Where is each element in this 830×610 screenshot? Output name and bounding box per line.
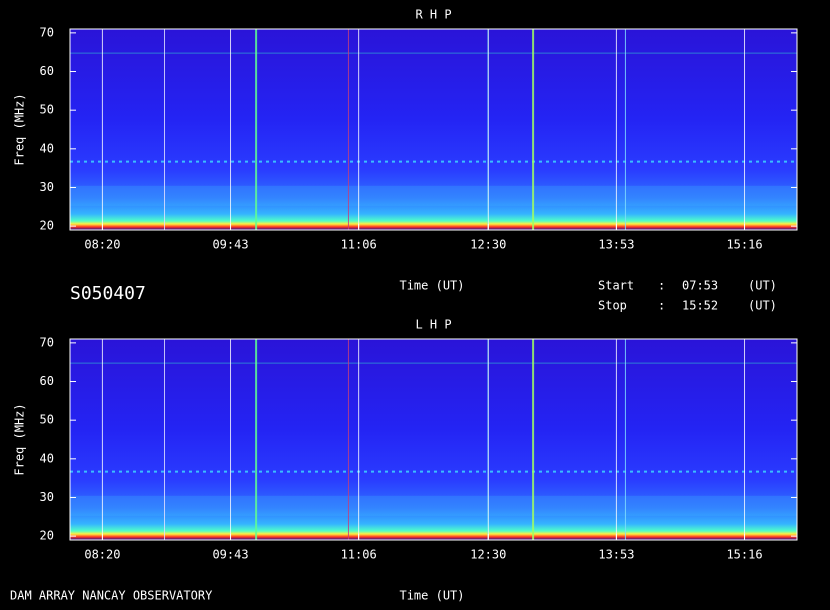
spectrogram-image xyxy=(70,339,797,540)
x-axis-label: Time (UT) xyxy=(399,589,464,603)
x-tick-label: 13:53 xyxy=(598,548,634,562)
x-tick-label: 11:06 xyxy=(341,238,377,252)
x-tick-label: 15:16 xyxy=(726,238,762,252)
y-tick-label: 70 xyxy=(40,335,54,349)
spectrogram-image xyxy=(70,29,797,230)
y-tick-label: 70 xyxy=(40,25,54,39)
stop-separator: : xyxy=(658,299,665,313)
footer: DAM ARRAY NANCAY OBSERVATORY xyxy=(10,589,213,603)
y-tick-label: 60 xyxy=(40,64,54,78)
stop-unit: (UT) xyxy=(748,299,777,313)
x-tick-label: 09:43 xyxy=(212,238,248,252)
y-tick-label: 60 xyxy=(40,374,54,388)
stop-time: 15:52 xyxy=(682,299,718,313)
x-tick-label: 13:53 xyxy=(598,238,634,252)
panel-title: R H P xyxy=(415,8,451,22)
x-axis-label: Time (UT) xyxy=(399,279,464,293)
y-tick-label: 20 xyxy=(40,529,54,543)
x-tick-label: 08:20 xyxy=(84,548,120,562)
x-tick-label: 11:06 xyxy=(341,548,377,562)
emission-band xyxy=(70,185,797,206)
x-tick-label: 15:16 xyxy=(726,548,762,562)
y-axis-label: Freq (MHz) xyxy=(13,403,27,475)
y-axis-label: Freq (MHz) xyxy=(13,93,27,165)
start-time: 07:53 xyxy=(682,279,718,293)
y-tick-label: 50 xyxy=(40,413,54,427)
observation-id: S050407 xyxy=(70,283,146,304)
plot-frame xyxy=(69,338,798,541)
y-tick-label: 20 xyxy=(40,219,54,233)
x-tick-label: 12:30 xyxy=(470,238,506,252)
plot-frame xyxy=(69,28,798,231)
stop-label: Stop xyxy=(598,299,627,313)
x-tick-label: 12:30 xyxy=(470,548,506,562)
x-tick-label: 08:20 xyxy=(84,238,120,252)
y-tick-label: 40 xyxy=(40,451,54,465)
x-tick-label: 09:43 xyxy=(212,548,248,562)
start-unit: (UT) xyxy=(748,279,777,293)
start-separator: : xyxy=(658,279,665,293)
start-label: Start xyxy=(598,279,634,293)
emission-band xyxy=(70,495,797,516)
panel-title: L H P xyxy=(415,318,451,332)
y-tick-label: 50 xyxy=(40,103,54,117)
y-tick-label: 40 xyxy=(40,141,54,155)
y-tick-label: 30 xyxy=(40,180,54,194)
y-tick-label: 30 xyxy=(40,490,54,504)
